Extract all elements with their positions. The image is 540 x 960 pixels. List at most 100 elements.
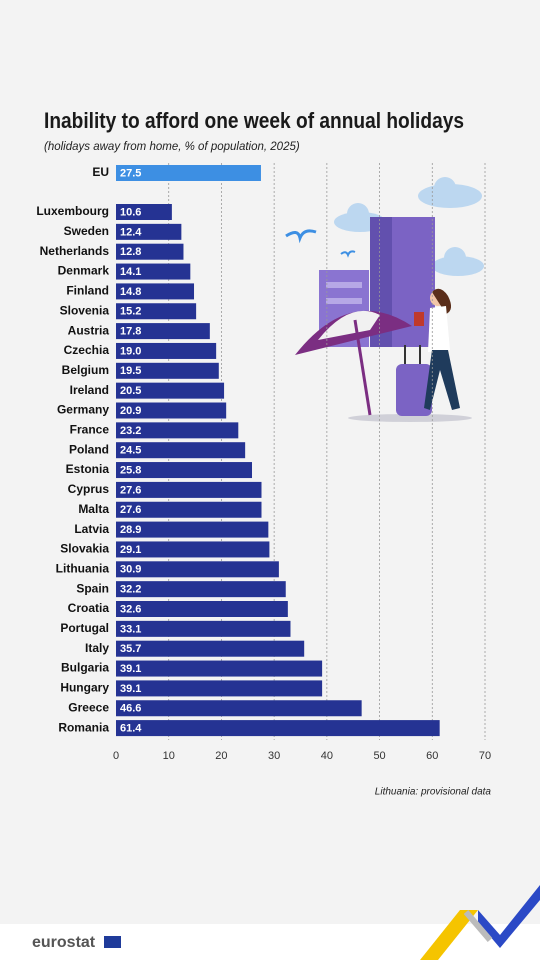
value-label: 32.2 — [120, 584, 141, 596]
value-label: 20.9 — [120, 405, 141, 417]
x-tick-label: 0 — [113, 750, 119, 762]
x-tick-label: 60 — [426, 750, 438, 762]
category-label: Romania — [58, 720, 109, 734]
category-label: Germany — [57, 403, 109, 417]
category-label: Sweden — [64, 224, 109, 238]
value-label: 29.1 — [120, 544, 141, 556]
value-label: 28.9 — [120, 524, 141, 536]
bar — [116, 402, 227, 419]
bar — [116, 422, 239, 439]
category-label: Latvia — [74, 522, 109, 536]
bar — [116, 501, 262, 518]
category-label: Luxembourg — [36, 204, 109, 218]
bar — [116, 283, 195, 300]
category-label: Denmark — [58, 264, 110, 278]
category-label: Austria — [68, 323, 110, 337]
value-label: 12.4 — [120, 226, 142, 238]
value-label: 27.6 — [120, 484, 141, 496]
note: Lithuania: provisional data — [375, 787, 492, 798]
bar — [116, 660, 323, 677]
value-label: 35.7 — [120, 643, 141, 655]
category-label: Hungary — [60, 681, 109, 695]
bar — [116, 223, 182, 240]
bar — [116, 442, 246, 459]
value-label: 20.5 — [120, 385, 141, 397]
value-label: 17.8 — [120, 326, 141, 338]
bar — [116, 521, 269, 538]
x-tick-label: 30 — [268, 750, 280, 762]
bar — [116, 620, 291, 637]
value-label: 14.1 — [120, 266, 141, 278]
bar — [116, 581, 286, 598]
bar — [116, 481, 262, 498]
value-label: 32.6 — [120, 603, 141, 615]
category-label: Lithuania — [56, 561, 110, 575]
value-label: 30.9 — [120, 564, 141, 576]
category-label: Estonia — [66, 462, 110, 476]
value-label: 61.4 — [120, 723, 142, 735]
value-label: 33.1 — [120, 623, 141, 635]
category-label: Croatia — [68, 601, 110, 615]
category-label: Slovenia — [60, 303, 110, 317]
category-label: Belgium — [62, 363, 109, 377]
category-label: Finland — [66, 284, 109, 298]
value-label: 14.8 — [120, 286, 141, 298]
value-label: 27.5 — [120, 167, 141, 179]
x-tick-label: 20 — [215, 750, 227, 762]
category-label: Cyprus — [68, 482, 110, 496]
chart-subtitle: (holidays away from home, % of populatio… — [44, 141, 300, 153]
x-tick-label: 50 — [373, 750, 385, 762]
bar — [116, 561, 279, 578]
category-label: Slovakia — [60, 542, 109, 556]
bar — [116, 342, 217, 359]
footer-decoration — [0, 885, 540, 960]
category-label: Ireland — [70, 383, 109, 397]
category-label: Portugal — [60, 621, 109, 635]
bar — [116, 323, 210, 340]
illustration — [285, 177, 484, 422]
value-label: 19.5 — [120, 365, 141, 377]
value-label: 46.6 — [120, 703, 141, 715]
chart-title: Inability to afford one week of annual h… — [44, 108, 464, 133]
footer-logo: eurostat — [32, 934, 96, 951]
bar — [116, 541, 270, 558]
category-label: France — [70, 423, 110, 437]
value-label: 23.2 — [120, 425, 141, 437]
value-label: 39.1 — [120, 663, 141, 675]
category-label: Italy — [85, 641, 109, 655]
bar — [116, 680, 323, 697]
value-label: 27.6 — [120, 504, 141, 516]
bar — [116, 462, 253, 479]
category-label: Netherlands — [40, 244, 110, 258]
bar — [116, 263, 191, 280]
bar — [116, 362, 219, 379]
bar — [116, 601, 288, 617]
value-label: 39.1 — [120, 683, 141, 695]
bar — [116, 204, 172, 220]
bar — [116, 165, 261, 181]
x-tick-label: 40 — [321, 750, 333, 762]
value-label: 24.5 — [120, 445, 141, 457]
category-label: Malta — [78, 502, 109, 516]
category-label: Greece — [68, 700, 109, 714]
category-label: Spain — [76, 581, 109, 595]
category-label: EU — [92, 165, 109, 179]
bar — [116, 303, 197, 320]
bar — [116, 720, 440, 737]
value-label: 10.6 — [120, 206, 141, 218]
bar — [116, 700, 362, 717]
category-label: Bulgaria — [61, 661, 109, 675]
value-label: 15.2 — [120, 306, 141, 318]
category-label: Czechia — [64, 343, 110, 357]
bar — [116, 382, 225, 399]
bar — [116, 243, 184, 260]
x-tick-label: 10 — [163, 750, 175, 762]
x-tick-label: 70 — [479, 750, 491, 762]
bar — [116, 640, 305, 657]
value-label: 25.8 — [120, 464, 141, 476]
value-label: 19.0 — [120, 345, 141, 357]
value-label: 12.8 — [120, 246, 141, 258]
category-label: Poland — [69, 442, 109, 456]
